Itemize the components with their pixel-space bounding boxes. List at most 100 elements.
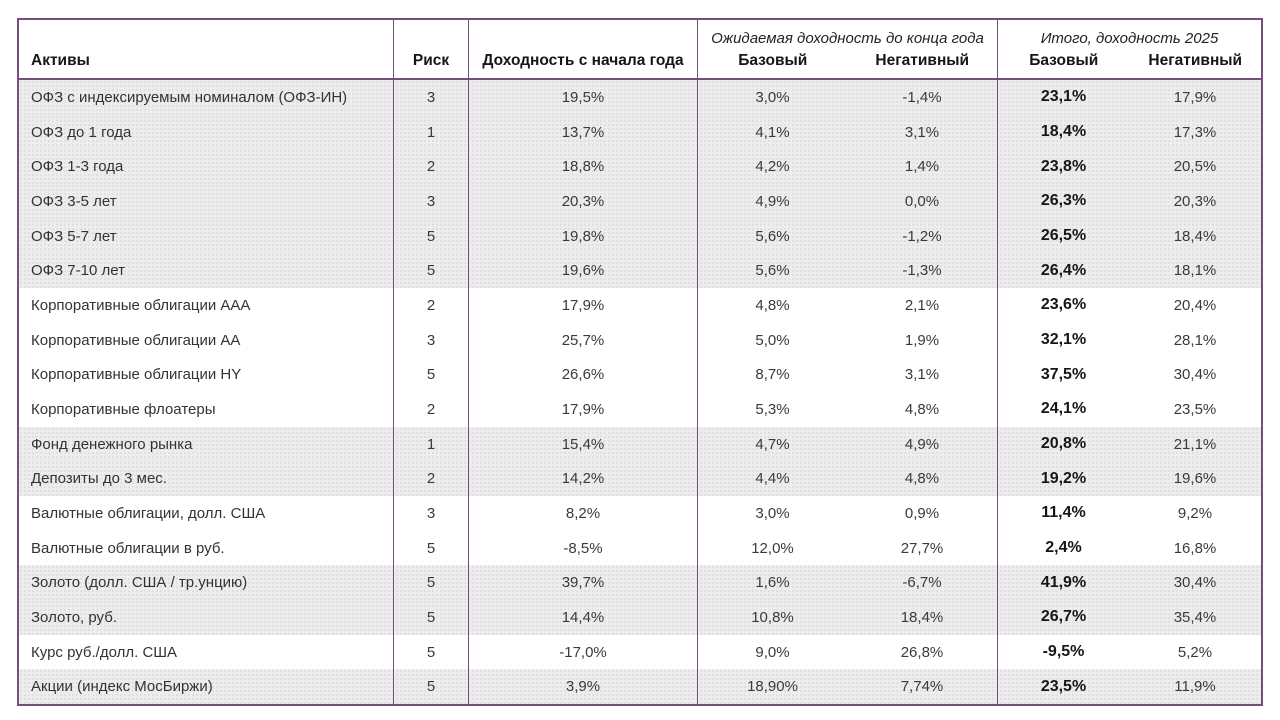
risk-cell: 2 [393, 461, 468, 497]
table-row: ОФЗ 3-5 лет 3 20,3% 4,9% 0,0% 26,3% 20,3… [19, 184, 1261, 219]
total-base-cell: -9,5% [997, 634, 1129, 670]
total-base-cell: 20,8% [997, 426, 1129, 462]
ytd-return-cell: 17,9% [468, 288, 697, 323]
risk-cell: 2 [393, 149, 468, 185]
table-header: Активы Риск Доходность с начала года Ожи… [19, 20, 1261, 80]
asset-name-cell: ОФЗ 3-5 лет [31, 192, 117, 210]
asset-name-cell: Корпоративные облигации HY [31, 366, 242, 384]
asset-name-cell: Депозиты до 3 мес. [31, 470, 167, 488]
total-negative-cell: 35,4% [1173, 608, 1217, 626]
expected-group-title: Ожидаемая доходность до конца года [711, 29, 984, 47]
table-body: ОФЗ с индексируемым номиналом (ОФЗ-ИН) 3… [19, 80, 1261, 705]
expected-base-cell: 4,4% [697, 461, 847, 497]
table-row: Валютные облигации в руб. 5 -8,5% 12,0% … [19, 530, 1261, 566]
asset-name-cell: ОФЗ с индексируемым номиналом (ОФЗ-ИН) [31, 88, 348, 106]
header-group-expected: Ожидаемая доходность до конца года Базов… [697, 20, 997, 78]
risk-cell: 3 [393, 496, 468, 531]
table-row: Золото (долл. США / тр.унцию) 5 39,7% 1,… [19, 565, 1261, 601]
risk-cell: 5 [393, 669, 468, 705]
total-base-cell: 23,6% [997, 288, 1129, 323]
ytd-return-cell: 18,8% [468, 149, 697, 185]
ytd-return-cell: 39,7% [468, 565, 697, 601]
total-group-subheaders: Базовый Негативный [998, 52, 1261, 78]
total-base-cell: 26,4% [997, 253, 1129, 289]
asset-returns-table: Активы Риск Доходность с начала года Ожи… [17, 18, 1263, 706]
expected-base-cell: 8,7% [697, 357, 847, 393]
expected-base-cell: 4,2% [697, 149, 847, 185]
total-base-label: Базовый [1029, 52, 1099, 69]
total-negative-cell: 16,8% [1173, 539, 1217, 557]
total-base-cell: 18,4% [997, 114, 1129, 150]
table-row: ОФЗ 7-10 лет 5 19,6% 5,6% -1,3% 26,4% 18… [19, 253, 1261, 289]
table-row: Корпоративные флоатеры 2 17,9% 5,3% 4,8%… [19, 392, 1261, 427]
table-row: Курс руб./долл. США 5 -17,0% 9,0% 26,8% … [19, 634, 1261, 670]
ytd-return-cell: 20,3% [468, 184, 697, 219]
table-row: Корпоративные облигации ААА 2 17,9% 4,8%… [19, 288, 1261, 323]
total-negative-cell: 17,9% [1173, 88, 1217, 106]
expected-negative-cell: -1,4% [902, 88, 942, 106]
asset-name-cell: Валютные облигации в руб. [31, 539, 225, 557]
ytd-return-cell: 17,9% [468, 392, 697, 427]
table-row: Фонд денежного рынка 1 15,4% 4,7% 4,9% 2… [19, 426, 1261, 462]
total-base-cell: 19,2% [997, 461, 1129, 497]
header-cell-assets: Активы [19, 20, 393, 78]
total-base-cell: 23,1% [997, 80, 1129, 115]
total-negative-cell: 18,1% [1173, 262, 1217, 280]
total-negative-cell: 20,4% [1173, 296, 1217, 314]
total-base-cell: 11,4% [997, 496, 1129, 531]
risk-cell: 1 [393, 426, 468, 462]
total-base-cell: 23,8% [997, 149, 1129, 185]
asset-name-cell: Валютные облигации, долл. США [31, 504, 266, 522]
asset-name-cell: ОФЗ до 1 года [31, 123, 132, 141]
total-negative-cell: 5,2% [1177, 643, 1213, 661]
expected-negative-cell: 0,9% [904, 504, 940, 522]
expected-negative-cell: 18,4% [900, 608, 944, 626]
table-row: Акции (индекс МосБиржи) 5 3,9% 18,90% 7,… [19, 669, 1261, 705]
total-base-cell: 23,5% [997, 669, 1129, 705]
ytd-return-cell: 14,4% [468, 600, 697, 635]
expected-negative-cell: 0,0% [904, 192, 940, 210]
risk-cell: 2 [393, 288, 468, 323]
total-base-cell: 41,9% [997, 565, 1129, 601]
asset-name-cell: Золото (долл. США / тр.унцию) [31, 574, 248, 592]
expected-negative-cell: 4,8% [904, 400, 940, 418]
risk-cell: 5 [393, 530, 468, 566]
risk-cell: 5 [393, 357, 468, 393]
expected-base-cell: 3,0% [697, 496, 847, 531]
risk-cell: 1 [393, 114, 468, 150]
table-row: ОФЗ с индексируемым номиналом (ОФЗ-ИН) 3… [19, 80, 1261, 115]
expected-base-label: Базовый [738, 52, 808, 69]
asset-name-cell: Курс руб./долл. США [31, 643, 178, 661]
asset-name-cell: Фонд денежного рынка [31, 435, 193, 453]
ytd-return-cell: 19,6% [468, 253, 697, 289]
total-base-cell: 26,5% [997, 218, 1129, 254]
total-negative-cell: 30,4% [1173, 574, 1217, 592]
ytd-return-cell: 15,4% [468, 426, 697, 462]
risk-cell: 5 [393, 634, 468, 670]
ytd-return-cell: 26,6% [468, 357, 697, 393]
expected-base-cell: 5,6% [697, 218, 847, 254]
header-group-total: Итого, доходность 2025 Базовый Негативны… [997, 20, 1261, 78]
expected-negative-cell: 26,8% [900, 643, 944, 661]
risk-cell: 5 [393, 218, 468, 254]
expected-negative-cell: 2,1% [904, 296, 940, 314]
total-negative-cell: 17,3% [1173, 123, 1217, 141]
asset-name-cell: Корпоративные облигации ААА [31, 296, 251, 314]
total-negative-cell: 21,1% [1173, 435, 1217, 453]
expected-negative-cell: 27,7% [900, 539, 944, 557]
total-negative-cell: 23,5% [1173, 400, 1217, 418]
ytd-return-cell: 8,2% [468, 496, 697, 531]
total-group-title: Итого, доходность 2025 [1040, 29, 1219, 47]
total-negative-cell: 20,3% [1173, 192, 1217, 210]
expected-base-cell: 4,7% [697, 426, 847, 462]
total-negative-cell: 20,5% [1173, 158, 1217, 176]
expected-base-cell: 12,0% [697, 530, 847, 566]
risk-column-label: Риск [412, 52, 450, 69]
ytd-return-cell: 13,7% [468, 114, 697, 150]
risk-cell: 5 [393, 565, 468, 601]
expected-base-cell: 5,6% [697, 253, 847, 289]
expected-negative-cell: 1,4% [904, 158, 940, 176]
expected-base-cell: 9,0% [697, 634, 847, 670]
ytd-return-cell: -17,0% [468, 634, 697, 670]
total-negative-label: Негативный [1148, 52, 1243, 69]
